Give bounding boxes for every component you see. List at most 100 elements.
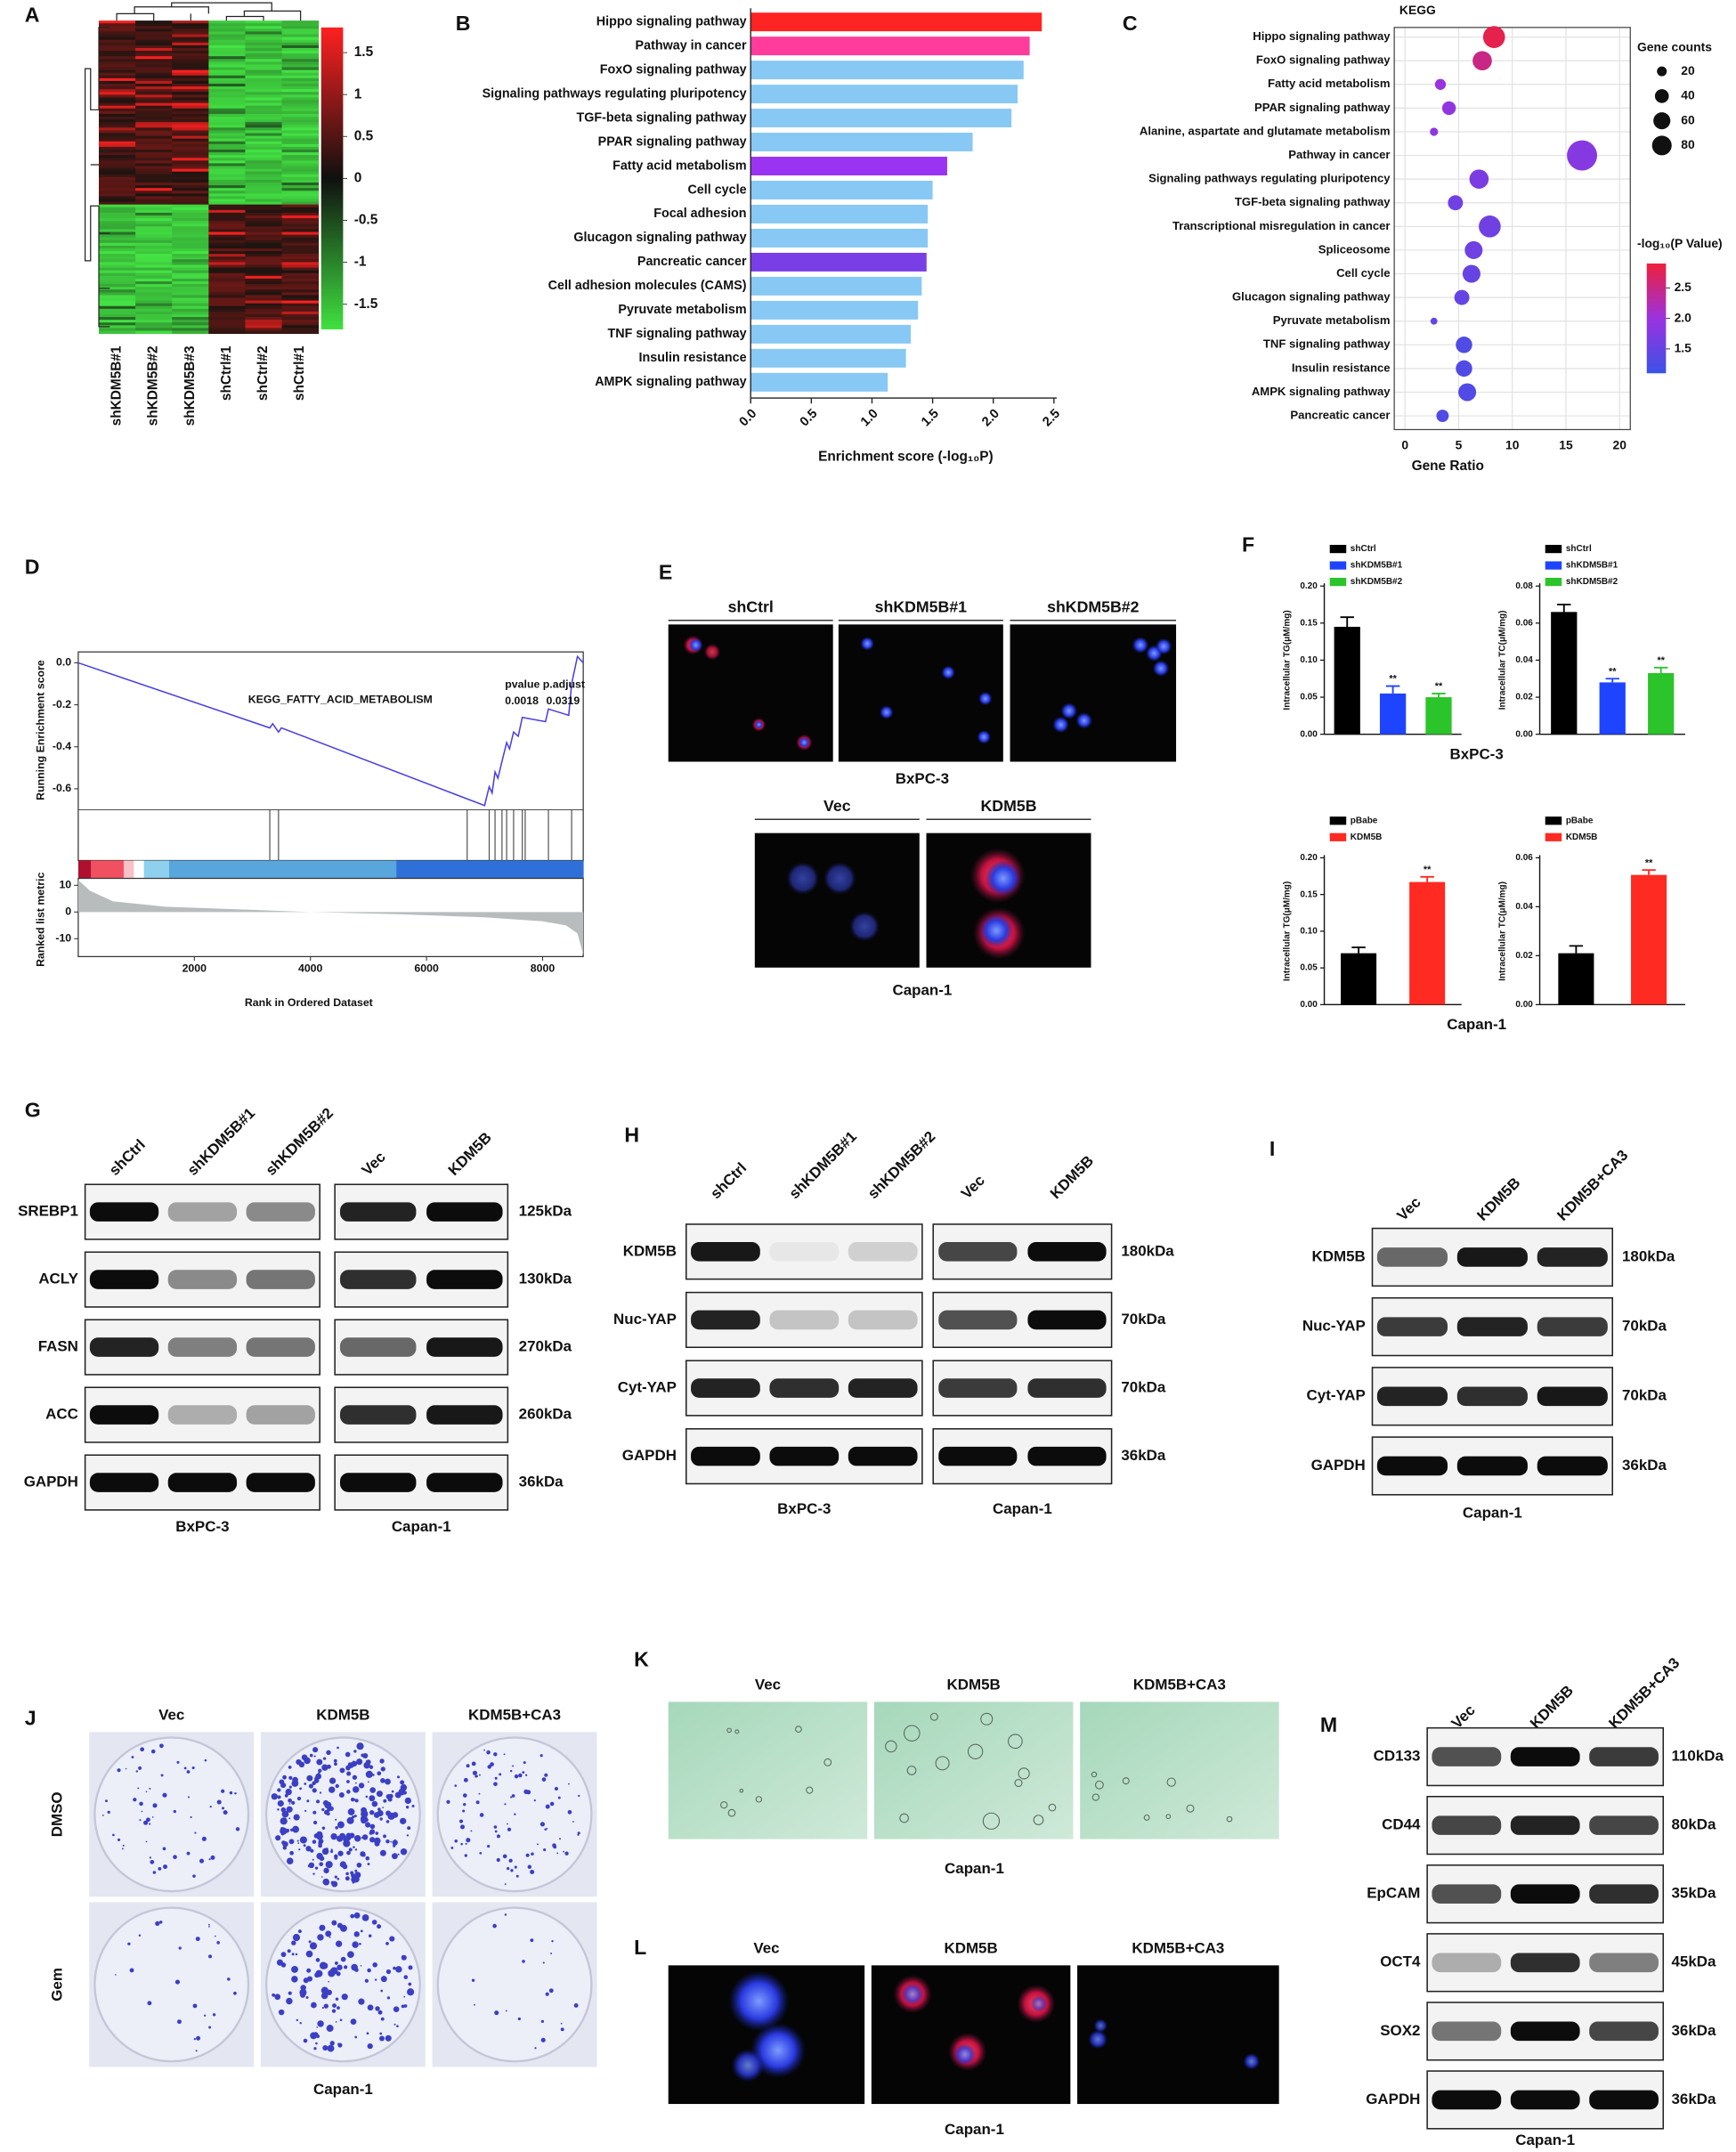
heatmap-cell <box>208 303 246 307</box>
colony <box>155 1921 160 1926</box>
heatmap-cell <box>281 26 320 29</box>
heatmap-cell <box>172 138 209 142</box>
heatmap-cell <box>135 45 173 49</box>
heatmap-cell <box>99 185 136 189</box>
colony <box>328 1980 329 1983</box>
heatmap-cell <box>135 158 173 161</box>
plate <box>93 1906 250 2063</box>
heatmap-cell <box>135 20 173 24</box>
heatmap-cell <box>99 242 136 247</box>
heatmap-cell <box>135 231 173 236</box>
heatmap-cell <box>135 229 173 232</box>
heatmap-cell <box>281 31 320 35</box>
y-tick-label: 0.02 <box>1515 951 1533 961</box>
heatmap-cell <box>281 292 320 296</box>
column-label: Vec <box>158 1706 184 1723</box>
category-label: TGF-beta signaling pathway <box>577 110 747 125</box>
column-label: KDM5B+CA3 <box>468 1706 561 1723</box>
heatmap-cell <box>208 240 246 244</box>
bar <box>750 252 927 272</box>
heatmap-cell <box>245 278 283 282</box>
colony <box>493 1825 498 1829</box>
heatmap-cell <box>281 248 320 252</box>
legend-label: pBabe <box>1566 816 1594 825</box>
size-legend-label: 20 <box>1681 63 1695 77</box>
band <box>769 1446 840 1466</box>
heatmap-cell <box>99 221 136 224</box>
heatmap-cell <box>172 320 209 323</box>
colony <box>540 2037 546 2042</box>
band <box>339 1473 417 1492</box>
cell <box>1243 2053 1261 2070</box>
sphere <box>1033 1815 1044 1825</box>
colony <box>537 1843 539 1846</box>
protein-label: Cyt-YAP <box>1307 1387 1366 1404</box>
colony <box>305 1995 309 1999</box>
heatmap-cell <box>135 67 173 71</box>
p-adjust: 0.0319 <box>547 694 580 707</box>
heatmap-cell <box>135 185 173 189</box>
colony <box>329 1777 337 1784</box>
heatmap-cell <box>172 61 209 65</box>
band <box>167 1473 238 1492</box>
heatmap-cell <box>172 221 209 224</box>
heatmap-cell <box>172 92 209 95</box>
colony <box>369 1795 376 1802</box>
heatmap-cell <box>135 237 173 241</box>
colony <box>361 1834 369 1840</box>
heatmap-cell <box>208 262 246 265</box>
colony <box>367 2042 373 2050</box>
x-tick-label: 10 <box>1505 438 1520 452</box>
colony <box>499 1773 502 1776</box>
heatmap-cell <box>208 218 246 222</box>
heatmap-cell <box>281 146 320 150</box>
heatmap-cell <box>99 295 136 298</box>
cell <box>731 2049 765 2083</box>
heatmap-cell <box>99 141 136 145</box>
heatmap-cell <box>172 45 209 49</box>
colony <box>352 1941 359 1948</box>
colony <box>322 2044 329 2051</box>
colony <box>312 1820 318 1825</box>
heatmap-cell <box>208 289 246 293</box>
cell <box>1132 637 1149 654</box>
heatmap-cell <box>99 179 136 183</box>
colony <box>548 1988 554 1994</box>
colony <box>377 1771 382 1776</box>
heatmap-cell <box>245 328 283 331</box>
heatmap-cell <box>172 185 209 189</box>
heatmap-cell <box>99 67 136 71</box>
colony <box>454 1784 458 1787</box>
sphere <box>1008 1734 1023 1750</box>
heatmap-cell <box>172 105 209 110</box>
heatmap-cell <box>172 183 209 186</box>
cell <box>1052 716 1069 734</box>
heatmap-cell <box>281 102 320 107</box>
heatmap-cell <box>135 143 173 148</box>
cell <box>1088 2029 1107 2050</box>
colony <box>365 1759 371 1765</box>
legend-title: -log₁₀(P Value) <box>1637 236 1723 250</box>
heatmap-cell <box>281 160 320 164</box>
colony <box>367 2004 374 2011</box>
y-tick-label: 0.06 <box>1515 853 1533 863</box>
colony <box>510 1869 514 1872</box>
heatmap-cell <box>135 117 173 120</box>
heatmap-cell <box>281 127 320 131</box>
heatmap-cell <box>281 305 320 310</box>
colony <box>337 2006 340 2010</box>
heatmap-cell <box>172 292 209 296</box>
heatmap-cell <box>135 160 173 164</box>
colony <box>344 1965 348 1969</box>
heatmap-cell <box>245 254 283 257</box>
colony <box>541 1777 547 1782</box>
bar <box>1409 881 1446 1005</box>
colony <box>320 1992 329 2000</box>
size-label: 70kDa <box>1121 1379 1165 1396</box>
heatmap-cell <box>135 201 173 206</box>
heatmap-cell <box>135 53 173 57</box>
heatmap-cell <box>208 223 246 227</box>
band <box>89 1473 159 1492</box>
bubble <box>1454 289 1470 305</box>
cell <box>688 637 703 653</box>
